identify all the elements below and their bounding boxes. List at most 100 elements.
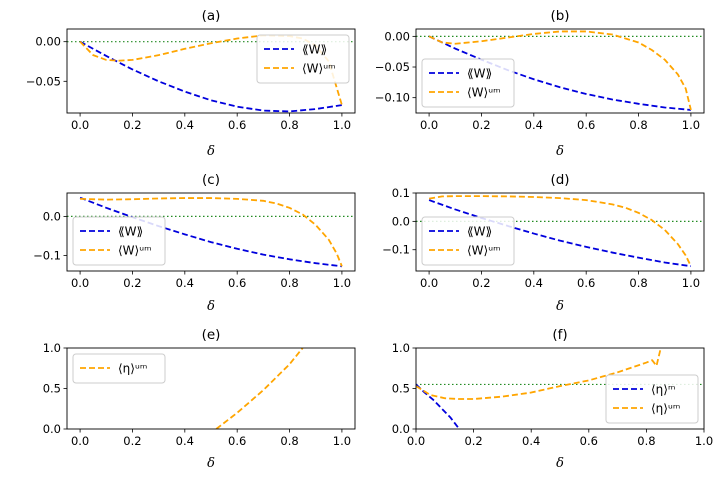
panel-e-xtick-label: 1.0 [333,434,351,448]
panel-c-series-2-line [80,197,343,267]
panel-d-xlabel: δ [556,299,564,314]
panel-a-ytick-label: 0.00 [35,35,61,49]
panel-b-ytick-label: −0.10 [375,91,410,105]
panel-a-legend-label: ⟪W⟫ [302,43,327,57]
panel-a-plot-frame [66,28,356,114]
panel-e-legend: ⟨η⟩ᵘᵐ [72,353,166,384]
panel-d-xtick-label: 0.4 [525,276,543,290]
panel-a-legend: ⟪W⟫ ⟨W⟩ᵘᵐ [256,34,350,84]
panel-d-legend-box [421,216,515,266]
panel-e-xtick-label: 0.4 [176,434,194,448]
panel-b-xtick-label: 0.4 [525,118,543,132]
panel-d-xtick-label: 0.0 [420,276,438,290]
panel-d-legend-label: ⟨W⟩ᵘᵐ [467,244,501,258]
panel-d-ytick-label: 0.1 [392,186,410,200]
panel-b-legend-box [421,58,515,108]
panel-d-xtick-label: 0.6 [577,276,595,290]
panel-c-legend: ⟪W⟫ ⟨W⟩ᵘᵐ [72,216,166,266]
panel-f-xtick-label: 1.0 [695,434,713,448]
panel-d-plot-frame [415,192,705,272]
panel-b-legend: ⟪W⟫ ⟨W⟩ᵘᵐ [421,58,515,108]
panel-f-ytick-label: 0.0 [392,422,410,436]
panel-c-xtick-label: 0.4 [176,276,194,290]
panel-a-xtick-label: 0.2 [123,118,141,132]
panel-b-xtick-label: 0.2 [472,118,490,132]
panel-f: (f) δ 0.0 0.2 0.4 0.6 0.8 1.00.00.51.0⟨η⟩ᵐ⟨η⟩… [392,327,713,471]
panel-b-title: (b) [550,8,569,24]
panel-d-ytick-label: −0.1 [382,243,410,257]
panel-c-ytick-label: 0.0 [43,209,61,223]
panel-c-xlabel: δ [207,299,215,314]
panel-c-xtick-label: 0.0 [71,276,89,290]
panel-c-series-1-line [79,196,343,268]
panel-b-series-2-line [428,30,692,111]
panel-c-xtick-label: 0.8 [280,276,298,290]
panel-b-xtick-label: 0.8 [629,118,647,132]
panel-a-legend-label: ⟨W⟩ᵘᵐ [302,62,336,76]
panel-a-xtick-label: 1.0 [333,118,351,132]
panel-f-xlabel: δ [556,456,564,471]
panel-a-series-1-line [79,40,343,113]
panel-f-xtick-label: 0.6 [580,434,598,448]
panel-d-legend: ⟪W⟫ ⟨W⟩ᵘᵐ [421,216,515,266]
panel-e-ytick-label: 1.0 [43,341,61,355]
panel-d: (d) δ 0.0 0.2 0.4 0.6 0.8 1.0 0.1 0.0 −0.1 ⟪W⟫ ⟨W⟩… [382,172,705,314]
panel-a-ytick-label: −0.05 [26,74,61,88]
panel-d-title: (d) [550,172,569,188]
panel-a-xtick-label: 0.4 [176,118,194,132]
panel-e: (e) δ 0.0 0.2 0.4 0.6 0.8 1.0 0.0 0.5 1.0 ⟨η⟩ᵘᵐ [43,327,356,471]
panel-a-xtick-label: 0.6 [228,118,246,132]
panel-a-xtick-label: 0.0 [71,118,89,132]
panel-d-series-2-line [428,195,692,267]
panel-a-legend-box [256,34,350,84]
panel-b-legend-label: ⟨W⟩ᵘᵐ [467,86,501,100]
panel-f-series-1-line [416,383,460,429]
panel-f-legend-label: ⟨η⟩ᵐ [651,383,675,397]
panel-d-series-1-line [428,199,692,268]
panel-e-ytick-label: 0.0 [43,422,61,436]
panel-e-ytick-label: 0.5 [43,382,61,396]
panel-a-xtick-label: 0.8 [280,118,298,132]
panel-d-xtick-label: 0.2 [472,276,490,290]
panel-c-xtick-label: 1.0 [333,276,351,290]
panel-c-ytick-label: −0.1 [33,248,61,262]
panel-b-xlabel: δ [556,144,564,159]
panel-e-xtick-label: 0.6 [228,434,246,448]
panel-c-legend-box [72,216,166,266]
panel-f-ytick-label: 0.5 [392,382,410,396]
panel-d-xtick-label: 0.8 [629,276,647,290]
panel-d-ytick-label: 0.0 [392,214,410,228]
panel-a: (a) δ 0.0 0.2 0.4 0.6 0.8 1.0 0.00 −0.05 ⟪W⟫ ⟨W⟩ᵘ… [26,8,356,159]
panel-c-xtick-label: 0.2 [123,276,141,290]
panel-f-title: (f) [552,327,567,343]
panel-b-xtick-label: 1.0 [682,118,700,132]
panel-e-xtick-label: 0.2 [123,434,141,448]
panel-e-xlabel: δ [207,456,215,471]
panel-c-legend-label: ⟪W⟫ [118,225,143,239]
panel-e-title: (e) [202,327,221,343]
panel-c-plot-frame [66,192,356,272]
panel-e-xtick-label: 0.8 [280,434,298,448]
panel-b-xtick-label: 0.0 [420,118,438,132]
panel-f-series-2-line [416,348,662,400]
panel-b-ytick-label: 0.00 [384,29,410,43]
panel-c-title: (c) [202,172,220,188]
panel-e-legend-label: ⟨η⟩ᵘᵐ [118,362,147,376]
panel-a-xlabel: δ [207,144,215,159]
panel-f-legend: ⟨η⟩ᵐ ⟨η⟩ᵘᵐ [605,374,699,424]
panel-f-ytick-label: 1.0 [392,341,410,355]
panel-e-legend-box [72,353,166,384]
panel-e-series-1-line [215,348,304,429]
panel-c-xtick-label: 0.6 [228,276,246,290]
panel-c-legend-label: ⟨W⟩ᵘᵐ [118,244,152,258]
panel-b-series-1-line [428,35,691,111]
panel-f-xtick-label: 0.2 [464,434,482,448]
panel-c: (c) δ 0.0 0.2 0.4 0.6 0.8 1.0 0.0 −0.1 ⟪W⟫ ⟨W⟩ᵘᵐ [33,172,356,314]
panel-f-legend-box [605,374,699,424]
panel-f-xtick-label: 0.4 [522,434,540,448]
panel-b-ytick-label: −0.05 [375,60,410,74]
panel-b-plot-frame [415,28,705,114]
panel-d-xtick-label: 1.0 [682,276,700,290]
panel-f-xtick-label: 0.0 [407,434,425,448]
